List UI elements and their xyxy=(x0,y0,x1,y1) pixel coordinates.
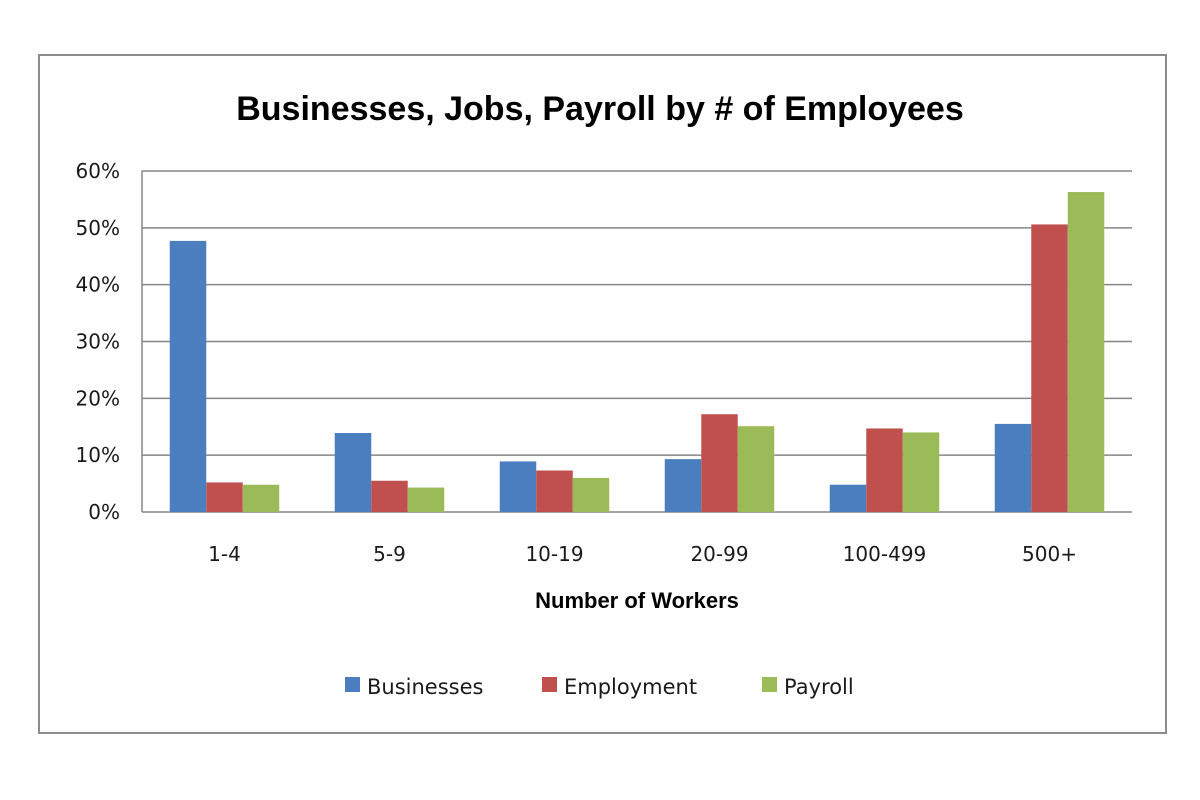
y-tick-label: 30% xyxy=(76,330,120,354)
bar-payroll-10-19 xyxy=(572,477,610,512)
bars xyxy=(169,192,1105,513)
legend-swatch xyxy=(542,677,557,692)
legend-label: Employment xyxy=(564,675,697,699)
bar-payroll-5-9 xyxy=(407,487,445,512)
bar-businesses-5-9 xyxy=(334,433,372,512)
x-axis-ticks: 1-4 5-9 10-19 20-99 100-499 500+ xyxy=(208,542,1077,566)
chart-title: Businesses, Jobs, Payroll by # of Employ… xyxy=(236,90,964,128)
bar-employment-100-499 xyxy=(866,428,903,512)
bar-employment-10-19 xyxy=(536,470,573,512)
bar-businesses-1-4 xyxy=(169,240,207,512)
y-tick-label: 40% xyxy=(76,273,120,297)
gridlines xyxy=(141,170,1132,513)
legend: Businesses Employment Payroll xyxy=(345,675,854,699)
bar-employment-1-4 xyxy=(206,482,243,512)
bar-employment-20-99 xyxy=(701,414,738,512)
y-tick-label: 60% xyxy=(76,159,120,183)
bar-businesses-100-499 xyxy=(829,484,867,512)
legend-item-businesses: Businesses xyxy=(345,675,483,699)
y-axis-ticks: 0% 10% 20% 30% 40% 50% 60% xyxy=(76,159,120,524)
legend-item-payroll: Payroll xyxy=(762,675,854,699)
bar-payroll-1-4 xyxy=(242,484,280,512)
legend-swatch xyxy=(762,677,777,692)
legend-swatch xyxy=(345,677,360,692)
x-tick-label: 20-99 xyxy=(690,542,748,566)
x-tick-label: 5-9 xyxy=(373,542,406,566)
bar-businesses-10-19 xyxy=(499,461,537,512)
bar-employment-500+ xyxy=(1031,224,1068,512)
chart-border xyxy=(38,54,1167,734)
legend-label: Businesses xyxy=(367,675,483,699)
x-axis-title: Number of Workers xyxy=(535,588,739,613)
bar-businesses-20-99 xyxy=(664,459,702,512)
bar-businesses-500+ xyxy=(994,423,1032,512)
legend-item-employment: Employment xyxy=(542,675,697,699)
x-tick-label: 10-19 xyxy=(525,542,583,566)
x-tick-label: 1-4 xyxy=(208,542,241,566)
x-tick-label: 500+ xyxy=(1022,542,1077,566)
x-tick-label: 100-499 xyxy=(843,542,927,566)
y-tick-label: 0% xyxy=(88,500,120,524)
y-tick-label: 10% xyxy=(76,443,120,467)
bar-employment-5-9 xyxy=(371,480,408,512)
y-tick-label: 20% xyxy=(76,386,120,410)
bar-payroll-20-99 xyxy=(737,426,775,512)
legend-label: Payroll xyxy=(784,675,854,699)
bar-payroll-500+ xyxy=(1067,192,1105,513)
bar-payroll-100-499 xyxy=(902,432,940,512)
y-tick-label: 50% xyxy=(76,216,120,240)
